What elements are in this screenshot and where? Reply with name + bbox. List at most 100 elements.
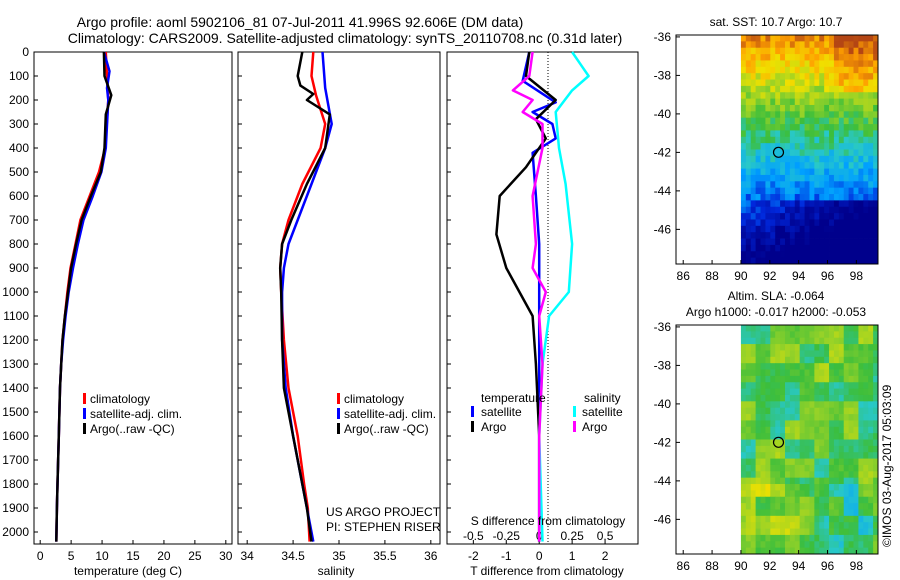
map-cell [868,439,874,447]
argo-location-marker [772,436,785,448]
depth-tick-label: 800 [9,237,29,251]
map-cell [755,130,761,138]
map-cell [863,503,869,510]
legend-argo-label: Argo(..raw -QC) [344,422,429,436]
map-cell [863,92,869,100]
map-cell [853,200,859,208]
map-cell [799,388,805,396]
map-cell [858,420,864,428]
map-cell [819,200,825,208]
map-cell [770,213,776,220]
map-cell [873,484,879,491]
map-cell [814,187,820,195]
map-cell [829,257,835,265]
map-cell [775,382,781,390]
map-cell [824,124,830,131]
map-cell [838,219,845,227]
map-cell [838,47,845,55]
map-cell [868,477,874,485]
map-cell [784,104,791,112]
map-cell [789,388,796,396]
map-cell [838,232,845,239]
map-cell [819,73,825,80]
map-cell [814,35,820,42]
map-cell [750,213,757,220]
map-cell [809,149,815,157]
map-cell [775,60,781,68]
map-cell [838,35,845,42]
map-cell [740,445,747,453]
map-cell [848,350,854,358]
map-cell [814,484,820,491]
map-cell [745,547,752,555]
map-cell [794,187,801,195]
map-cell [745,149,752,157]
map-cell [799,206,805,214]
map-cell [765,509,771,517]
map-cell [858,369,864,377]
map-cell [784,244,791,252]
map-cell [794,363,801,370]
map-cell [799,414,805,421]
map-cell [789,426,796,434]
map-cell [799,47,805,55]
map-cell [794,225,801,233]
map-cell [853,522,859,529]
map-cell [833,41,840,49]
map-cell [784,35,791,42]
map-cell [770,388,776,396]
map-cell [829,111,835,119]
map-cell [765,325,771,332]
map-cell [814,464,820,472]
map-cell [770,232,776,239]
map-cell [824,213,830,220]
map-cell [789,522,796,529]
map-cell [780,54,786,61]
map-cell [848,219,854,227]
map-cell [784,174,791,182]
x-tick-label: 0 [37,549,44,563]
map-cell [750,350,757,358]
map-cell [863,47,869,55]
depth-tick-label: 1600 [2,429,29,443]
map-cell [794,60,801,68]
map-cell [873,331,879,339]
map-cell [863,363,869,370]
map-cell [853,484,859,491]
map-cell [765,206,771,214]
map-cell [770,117,776,125]
map-cell [809,433,815,440]
map-cell [824,66,830,74]
map-cell [784,213,791,220]
map-cell [848,187,854,195]
map-cell [843,130,850,138]
map-cell [858,54,864,61]
map-cell [775,124,781,131]
map-cell [838,534,845,542]
map-cell [863,194,869,201]
map-cell [750,414,757,421]
map-cell [799,433,805,440]
map-cell [770,363,776,370]
map-cell [770,98,776,106]
map-cell [784,464,791,472]
map-cell [784,130,791,138]
map-cell [740,534,747,542]
map-cell [829,168,835,176]
map-cell [858,509,864,517]
map-cell [794,414,801,421]
map-cell [755,60,761,68]
map-cell [824,401,830,409]
map-cell [760,251,766,259]
map-cell [755,433,761,440]
map-cell [824,325,830,332]
map-cell [789,181,796,189]
map-cell [838,433,845,440]
map-cell [829,420,835,428]
map-cell [780,426,786,434]
map-cell [780,331,786,339]
map-cell [853,534,859,542]
map-cell [784,490,791,498]
map-cell [770,35,776,42]
map-cell [848,136,854,144]
